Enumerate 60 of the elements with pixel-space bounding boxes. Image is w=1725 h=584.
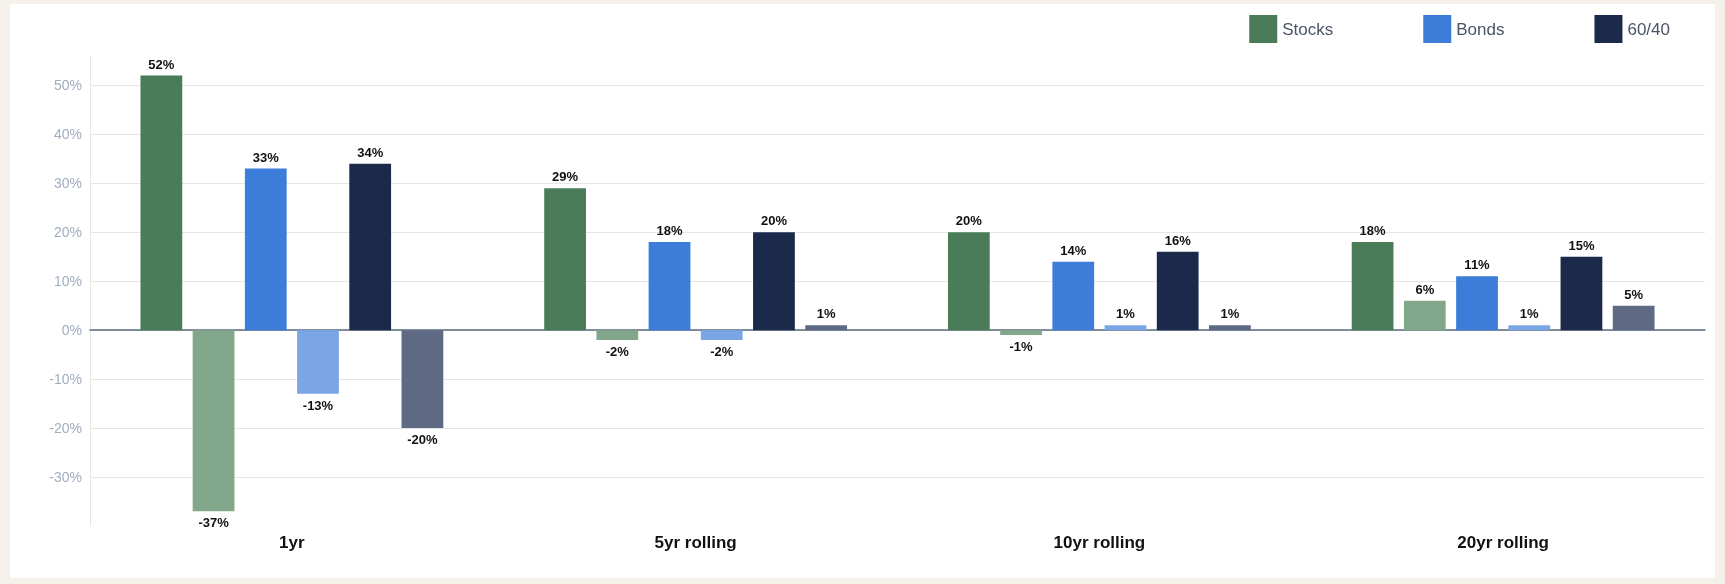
data-label: -2% xyxy=(710,343,734,359)
bar xyxy=(1000,330,1042,336)
y-tick-label: 20% xyxy=(53,224,82,241)
x-tick-label: 10yr rolling xyxy=(1053,533,1146,552)
y-tick-label: 0% xyxy=(61,322,82,339)
y-tick-label: -30% xyxy=(49,469,82,486)
data-label: 34% xyxy=(357,144,384,160)
y-tick-label: 10% xyxy=(53,273,82,290)
data-label: 29% xyxy=(552,169,579,185)
bar xyxy=(648,242,691,331)
bar xyxy=(1560,256,1603,331)
data-label: 5% xyxy=(1624,286,1644,302)
data-label: -20% xyxy=(407,432,439,448)
bar xyxy=(1403,300,1446,331)
x-tick-label: 20yr rolling xyxy=(1457,533,1549,552)
data-label: 20% xyxy=(955,213,983,229)
data-label: -1% xyxy=(1009,339,1034,355)
bar xyxy=(1456,276,1498,331)
data-label: -2% xyxy=(605,343,630,359)
bar xyxy=(544,188,586,331)
data-label: 20% xyxy=(760,213,788,229)
y-tick-label: -20% xyxy=(49,420,82,437)
data-label: -37% xyxy=(198,515,230,531)
bar xyxy=(140,75,183,331)
legend-label: Bonds xyxy=(1456,19,1505,39)
data-label: 1% xyxy=(1220,306,1240,322)
y-tick-label: 30% xyxy=(53,175,82,192)
legend-label: Stocks xyxy=(1282,19,1334,39)
y-tick-label: 40% xyxy=(53,126,82,143)
data-label: 18% xyxy=(1359,223,1387,239)
bar xyxy=(1052,261,1095,331)
data-label: 33% xyxy=(252,149,280,165)
bar xyxy=(349,163,392,331)
data-label: 1% xyxy=(1519,306,1540,322)
bar xyxy=(244,168,287,331)
legend-label: 60/40 xyxy=(1627,19,1671,39)
bar xyxy=(947,232,990,331)
bar xyxy=(1508,325,1551,331)
bar xyxy=(596,330,639,340)
x-tick-label: 1yr xyxy=(279,533,306,552)
data-label: 52% xyxy=(148,56,175,72)
bar xyxy=(1351,242,1394,331)
bar xyxy=(753,232,795,331)
data-label: 6% xyxy=(1415,281,1435,297)
data-label: 18% xyxy=(656,223,683,239)
y-tick-label: 50% xyxy=(53,77,82,94)
data-label: -13% xyxy=(302,397,334,413)
bar xyxy=(1156,251,1199,331)
bar xyxy=(297,330,339,394)
y-tick-label: -10% xyxy=(49,371,82,388)
data-label: 14% xyxy=(1060,242,1087,258)
bar xyxy=(1104,325,1147,331)
data-label: 11% xyxy=(1464,257,1491,273)
data-label: 1% xyxy=(1116,306,1136,322)
data-label: 15% xyxy=(1568,237,1595,253)
data-label: 16% xyxy=(1164,232,1192,248)
data-label: 1% xyxy=(816,306,836,322)
x-tick-label: 5yr rolling xyxy=(654,533,737,552)
bar xyxy=(192,330,235,512)
bar xyxy=(700,330,743,340)
